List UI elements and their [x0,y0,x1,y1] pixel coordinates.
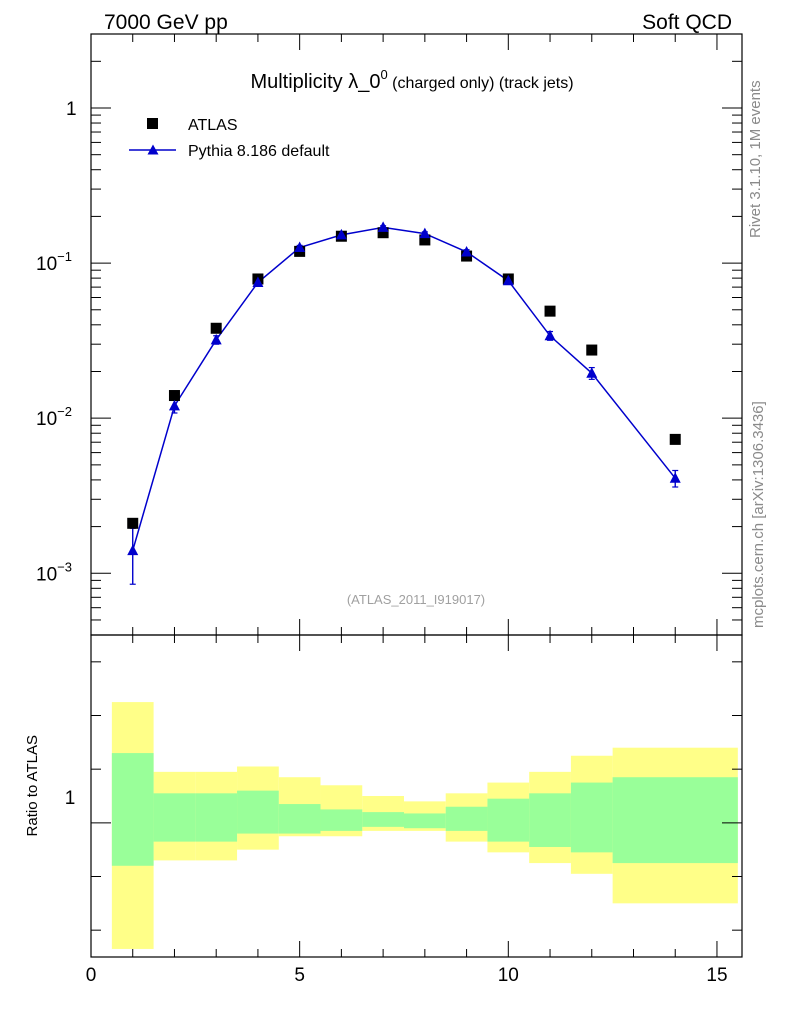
ratio-band-inner [529,793,571,847]
atlas-data-point [377,227,389,239]
plot-title-superscript: 0 [380,67,387,82]
reference-label: mcplots.cern.ch [arXiv:1306.3436] [750,401,767,628]
legend-data-label: ATLAS [188,117,238,134]
atlas-data-point [210,322,222,334]
mc-data-point [669,472,681,483]
x-tick-label: 5 [294,965,305,986]
y-tick-label: 10−3 [36,559,72,585]
mc-data-point [294,241,306,253]
mc-data-point [127,544,139,556]
ratio-band-inner [237,790,279,834]
mc-data-point [544,329,556,341]
mc-data-point [419,227,431,239]
atlas-data-point [544,305,556,317]
main-plot-panel: 10−3 10−2 10−1 1 [36,33,743,636]
mc-data-point [335,228,347,240]
mc-data-point [461,245,473,257]
y-tick-label: 10−1 [36,249,72,275]
legend-data-marker [147,118,158,129]
mc-data-point [377,221,389,232]
ratio-plot-frame [90,634,743,958]
ratio-plot-panel [90,634,743,958]
ratio-band-inner [403,813,446,829]
atlas-data-point [168,390,180,402]
ratio-ylabel: Ratio to ATLAS [24,735,41,836]
ratio-band-inner [153,793,196,842]
mc-data-point [210,333,222,345]
y-tick-label: 1 [66,99,77,120]
ratio-band-inner [278,804,321,834]
legend-mc-marker [147,144,159,155]
ratio-ytick-label: 1 [65,788,76,809]
ratio-band-inner [111,753,154,866]
x-tick-label: 15 [706,965,727,986]
mc-data-point [252,276,264,287]
x-tick-label: 0 [86,965,97,986]
plot-title-suffix: (charged only) (track jets) [388,75,574,92]
ratio-band-inner [362,812,404,827]
mc-data-point [168,399,180,411]
ratio-band-inner [445,806,488,831]
atlas-data-point [127,517,139,529]
x-tick-label: 10 [498,965,519,986]
atlas-data-point [669,433,681,445]
rivet-version-label: Rivet 3.1.10, 1M events [747,80,764,238]
plot-title: Multiplicity λ_00 (charged only) (track … [250,67,573,93]
atlas-data-point [419,234,431,246]
ratio-band-inner [487,798,530,842]
legend: ATLAS Pythia 8.186 default [129,117,330,160]
legend-mc-label: Pythia 8.186 default [188,143,330,160]
mc-data-point [586,367,598,378]
ratio-band-inner [320,809,363,831]
mc-data-point [502,274,514,286]
ratio-band-inner [612,777,738,864]
y-tick-label: 10−2 [36,404,72,430]
plot-title-main: Multiplicity λ_0 [250,71,380,93]
header-energy-label: 7000 GeV pp [104,11,228,34]
atlas-data-point [586,344,598,356]
ratio-band-inner [195,793,238,842]
ratio-band-inner [570,782,613,853]
mc-series-line [131,226,676,551]
header-category-label: Soft QCD [642,11,732,34]
analysis-watermark: (ATLAS_2011_I919017) [347,592,485,607]
